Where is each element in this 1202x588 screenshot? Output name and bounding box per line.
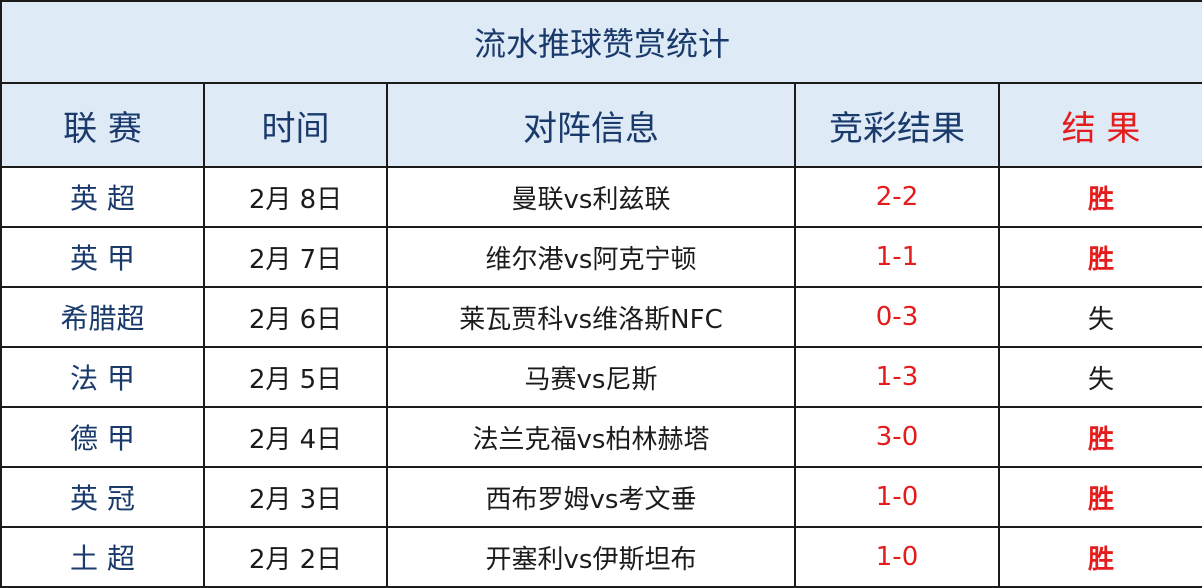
match-cell: 曼联vs利兹联 — [386, 166, 796, 228]
league-cell: 德 甲 — [0, 406, 205, 468]
league-cell: 英 冠 — [0, 466, 205, 528]
date-cell: 2月 8日 — [203, 166, 388, 228]
score-cell: 2-2 — [794, 166, 1000, 228]
league-cell: 土 超 — [0, 526, 205, 588]
table-row: 土 超 2月 2日 开塞利vs伊斯坦布 1-0 胜 — [0, 526, 1202, 588]
score-cell: 1-3 — [794, 346, 1000, 408]
table-row: 英 甲 2月 7日 维尔港vs阿克宁顿 1-1 胜 — [0, 226, 1202, 288]
header-league: 联 赛 — [0, 82, 205, 168]
date-cell: 2月 7日 — [203, 226, 388, 288]
score-cell: 1-0 — [794, 526, 1000, 588]
result-cell: 胜 — [997, 226, 1202, 288]
match-cell: 马赛vs尼斯 — [386, 346, 796, 408]
match-cell: 莱瓦贾科vs维洛斯NFC — [386, 286, 796, 348]
score-cell: 1-1 — [794, 226, 1000, 288]
table-row: 英 超 2月 8日 曼联vs利兹联 2-2 胜 — [0, 166, 1202, 228]
date-cell: 2月 3日 — [203, 466, 388, 528]
league-cell: 希腊超 — [0, 286, 205, 348]
table-row: 德 甲 2月 4日 法兰克福vs柏林赫塔 3-0 胜 — [0, 406, 1202, 468]
match-cell: 法兰克福vs柏林赫塔 — [386, 406, 796, 468]
date-cell: 2月 5日 — [203, 346, 388, 408]
score-cell: 3-0 — [794, 406, 1000, 468]
result-cell: 胜 — [997, 526, 1202, 588]
score-cell: 1-0 — [794, 466, 1000, 528]
match-cell: 开塞利vs伊斯坦布 — [386, 526, 796, 588]
table-row: 英 冠 2月 3日 西布罗姆vs考文垂 1-0 胜 — [0, 466, 1202, 528]
title-row: 流水推球赞赏统计 — [0, 0, 1202, 84]
header-result: 结 果 — [997, 82, 1202, 168]
score-cell: 0-3 — [794, 286, 1000, 348]
date-cell: 2月 2日 — [203, 526, 388, 588]
date-cell: 2月 6日 — [203, 286, 388, 348]
header-score: 竞彩结果 — [794, 82, 1000, 168]
table-row: 法 甲 2月 5日 马赛vs尼斯 1-3 失 — [0, 346, 1202, 408]
result-cell: 胜 — [997, 466, 1202, 528]
league-cell: 法 甲 — [0, 346, 205, 408]
result-cell: 胜 — [997, 406, 1202, 468]
result-cell: 胜 — [997, 166, 1202, 228]
result-cell: 失 — [997, 346, 1202, 408]
date-cell: 2月 4日 — [203, 406, 388, 468]
header-time: 时间 — [203, 82, 388, 168]
table-row: 希腊超 2月 6日 莱瓦贾科vs维洛斯NFC 0-3 失 — [0, 286, 1202, 348]
league-cell: 英 甲 — [0, 226, 205, 288]
header-row: 联 赛 时间 对阵信息 竞彩结果 结 果 — [0, 82, 1202, 168]
header-match: 对阵信息 — [386, 82, 796, 168]
match-cell: 维尔港vs阿克宁顿 — [386, 226, 796, 288]
match-cell: 西布罗姆vs考文垂 — [386, 466, 796, 528]
league-cell: 英 超 — [0, 166, 205, 228]
result-cell: 失 — [997, 286, 1202, 348]
table-title: 流水推球赞赏统计 — [0, 0, 1202, 84]
